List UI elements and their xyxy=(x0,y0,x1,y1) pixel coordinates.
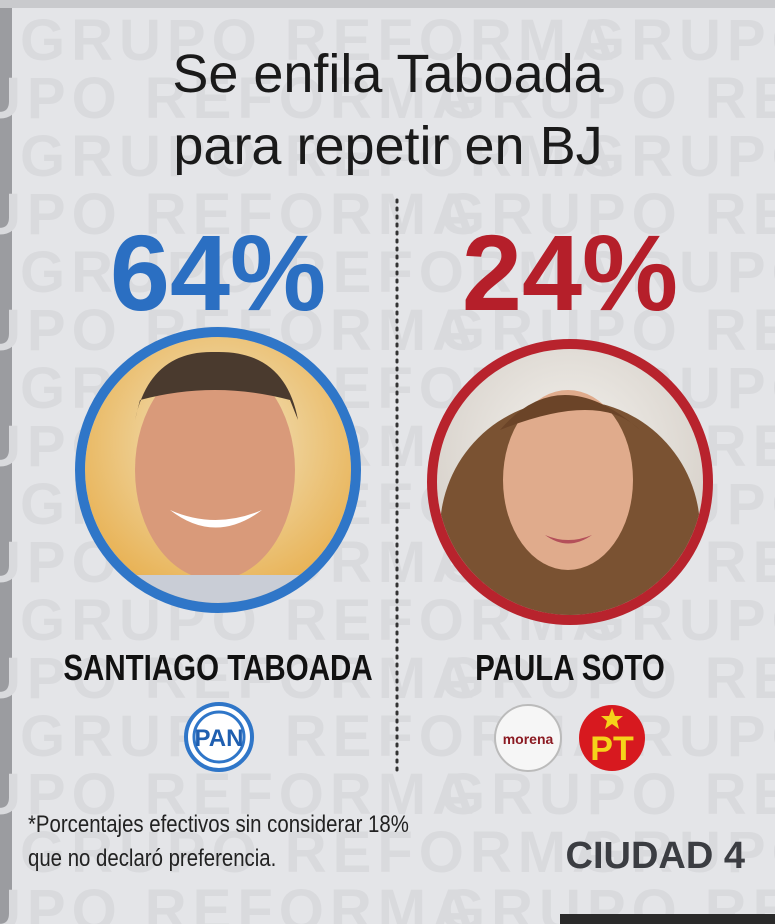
photo-ring xyxy=(75,327,361,613)
watermark: GRUPO REFORMA xyxy=(580,8,775,73)
watermark: GRUPO REFORMA xyxy=(20,8,620,73)
party-logo xyxy=(579,705,645,771)
title-line: para repetir en BJ xyxy=(173,116,602,176)
watermark: GRUPO REFORMA xyxy=(0,66,480,131)
left-edge xyxy=(0,0,12,924)
star xyxy=(601,708,623,729)
watermark: GRUPO REFORMA xyxy=(580,240,775,305)
watermark: GRUPO REFORMA xyxy=(20,240,620,305)
watermark: GRUPO REFORMA xyxy=(0,182,480,247)
watermark: GRUPO REFORMA xyxy=(440,182,775,247)
footnote: que no declaró preferencia. xyxy=(28,844,276,871)
title-line: Se enfila Taboada xyxy=(172,44,604,104)
photo xyxy=(437,349,703,615)
percent: 64% xyxy=(110,212,326,333)
watermark: GRUPO REFORMA xyxy=(440,66,775,131)
photo-ring xyxy=(427,339,713,625)
party-logo xyxy=(494,704,562,772)
watermark: GRUPO REFORMA xyxy=(0,646,480,711)
bottom-bar xyxy=(560,914,775,924)
photo xyxy=(85,337,351,603)
watermark: GRUPO REFORMA xyxy=(0,762,480,827)
watermark: GRUPO REFORMA xyxy=(580,820,775,885)
watermark: GRUPO REFORMA xyxy=(440,762,775,827)
watermark: GRUPO REFORMA xyxy=(20,820,620,885)
watermark: GRUPO REFORMA xyxy=(580,124,775,189)
watermark: GRUPO REFORMA xyxy=(20,124,620,189)
footnote: *Porcentajes efectivos sin considerar 18… xyxy=(28,810,409,837)
top-edge xyxy=(0,0,775,8)
watermark: GRUPO REFORMA xyxy=(0,878,480,924)
candidate-name: PAULA SOTO xyxy=(475,647,665,687)
section-label: CIUDAD 4 xyxy=(566,835,745,877)
candidate-name: SANTIAGO TABOADA xyxy=(63,647,372,687)
watermark: GRUPO REFORMA xyxy=(440,646,775,711)
party-label: morena xyxy=(503,731,554,747)
party-logo-ring xyxy=(192,710,246,764)
party-label: PAN xyxy=(195,725,244,752)
party-label: PT xyxy=(590,730,634,768)
percent: 24% xyxy=(462,212,678,333)
